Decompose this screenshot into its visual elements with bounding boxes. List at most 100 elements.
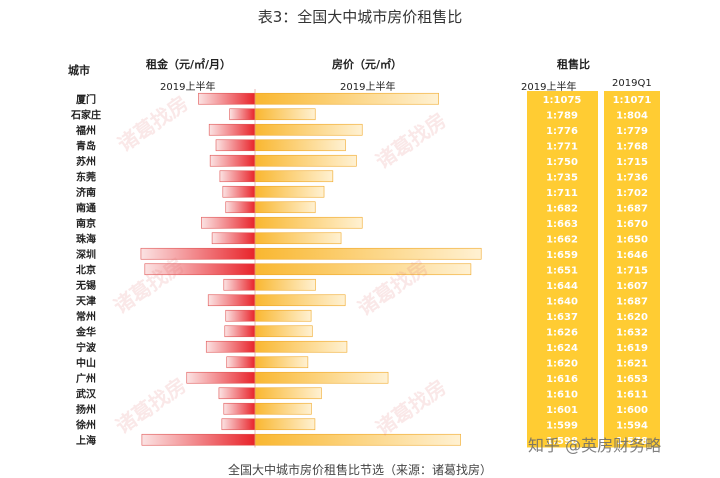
city-label: 广州 — [76, 372, 96, 385]
rent-bar — [205, 340, 256, 353]
price-bar — [254, 402, 312, 415]
ratio-label-q1: 1:607 — [616, 281, 648, 292]
ratio-label-h1: 1:601 — [546, 405, 578, 416]
price-bar — [254, 201, 316, 214]
price-bar — [254, 108, 316, 121]
price-bar — [254, 387, 322, 400]
rent-bar — [223, 402, 256, 415]
price-bar — [254, 216, 363, 229]
city-label: 厦门 — [76, 93, 96, 106]
rent-bar — [208, 123, 256, 136]
price-column-header: 房价（元/㎡） — [332, 58, 403, 71]
figure-caption: 全国大中城市房价租售比节选（来源：诸葛找房） — [227, 463, 492, 477]
ratio-label-h1: 1:659 — [546, 250, 578, 261]
ratio-label-h1: 1:620 — [546, 358, 578, 369]
ratio-label-q1: 1:670 — [616, 219, 648, 230]
city-label: 常州 — [76, 310, 96, 323]
rent-bar — [229, 108, 256, 121]
ratio-label-h1: 1:663 — [546, 219, 578, 230]
ratio-label-q1: 1:779 — [616, 126, 648, 137]
ratio-column-background — [527, 91, 598, 448]
ratio-label-h1: 1:1075 — [543, 95, 582, 106]
price-bar — [254, 185, 325, 198]
rent-period-label: 2019上半年 — [160, 82, 216, 93]
rent-bar — [222, 185, 256, 198]
ratio-label-q1: 1:650 — [616, 234, 648, 245]
city-label: 天津 — [76, 294, 96, 307]
city-label: 济南 — [76, 186, 96, 199]
source-brand-watermark: 知乎 @英房财务略 — [528, 436, 662, 455]
ratio-label-h1: 1:598 — [546, 436, 578, 447]
price-bar — [254, 170, 334, 183]
rent-bar — [211, 232, 256, 245]
price-bar — [254, 356, 309, 369]
ratio-label-h1: 1:610 — [546, 389, 578, 400]
ratio-label-q1: 1:715 — [616, 265, 648, 276]
ratio-label-q1: 1:621 — [616, 358, 648, 369]
city-label: 福州 — [75, 124, 96, 137]
ratio-label-q1: 1:1071 — [613, 95, 652, 106]
ratio-label-h1: 1:624 — [546, 343, 578, 354]
city-label: 徐州 — [75, 418, 96, 431]
rent-bar — [224, 325, 256, 338]
city-label: 武汉 — [76, 387, 97, 400]
ratio-label-h1: 1:735 — [546, 172, 578, 183]
city-label: 石家庄 — [70, 108, 101, 121]
rent-bar — [201, 216, 256, 229]
price-bar — [254, 371, 389, 384]
ratio-column-background — [604, 91, 660, 448]
ratio-label-h1: 1:637 — [546, 312, 578, 323]
city-label: 东莞 — [76, 170, 96, 183]
rent-bar — [225, 309, 256, 322]
price-bar — [254, 294, 346, 307]
city-label: 宁波 — [76, 341, 97, 354]
ratio-label-q1: 1:632 — [616, 327, 648, 338]
ratio-label-h1: 1:682 — [546, 203, 578, 214]
ratio-label-q1: 1:768 — [616, 141, 648, 152]
ratio-label-h1: 1:771 — [546, 141, 578, 152]
rent-bar — [215, 139, 256, 152]
ratio-label-h1: 1:640 — [546, 296, 578, 307]
rent-bar — [198, 92, 256, 105]
ratio-label-h1: 1:776 — [546, 126, 578, 137]
rent-bar — [219, 170, 256, 183]
ratio-label-q1: 1:646 — [616, 250, 648, 261]
city-label: 无锡 — [75, 279, 96, 292]
city-label: 中山 — [76, 356, 96, 369]
ratio-label-h1: 1:789 — [546, 110, 578, 121]
city-label: 苏州 — [76, 155, 96, 168]
price-bar — [254, 263, 472, 276]
ratio-label-q1: 1:804 — [616, 110, 648, 121]
rent-bar — [207, 294, 256, 307]
rent-bar — [140, 247, 256, 260]
city-label: 金华 — [75, 325, 96, 338]
ratio-label-h1: 1:644 — [546, 281, 578, 292]
ratio-label-q1: 1:715 — [616, 157, 648, 168]
rent-bar — [218, 387, 256, 400]
city-label: 深圳 — [76, 248, 96, 261]
price-bar — [254, 309, 312, 322]
price-bar — [254, 325, 313, 338]
ratio-label-h1: 1:626 — [546, 327, 578, 338]
city-label: 珠海 — [76, 232, 96, 245]
city-label: 青岛 — [76, 139, 96, 152]
price-bar — [254, 418, 316, 431]
price-bar — [254, 340, 348, 353]
ratio-period-2-label: 2019Q1 — [612, 78, 652, 89]
ratio-label-q1: 1:736 — [616, 172, 648, 183]
rent-bar — [141, 433, 256, 446]
city-label: 北京 — [76, 263, 96, 276]
rent-bar — [209, 154, 256, 167]
price-bar — [254, 247, 482, 260]
ratio-label-q1: 1:619 — [616, 343, 648, 354]
rent-bar — [221, 418, 256, 431]
ratio-label-h1: 1:599 — [546, 420, 578, 431]
rent-bar — [223, 278, 256, 291]
rent-bar — [226, 356, 256, 369]
rent-bar — [186, 371, 256, 384]
ratio-label-q1: 1:687 — [616, 203, 648, 214]
price-bar — [254, 123, 363, 136]
city-label: 南通 — [76, 201, 96, 214]
